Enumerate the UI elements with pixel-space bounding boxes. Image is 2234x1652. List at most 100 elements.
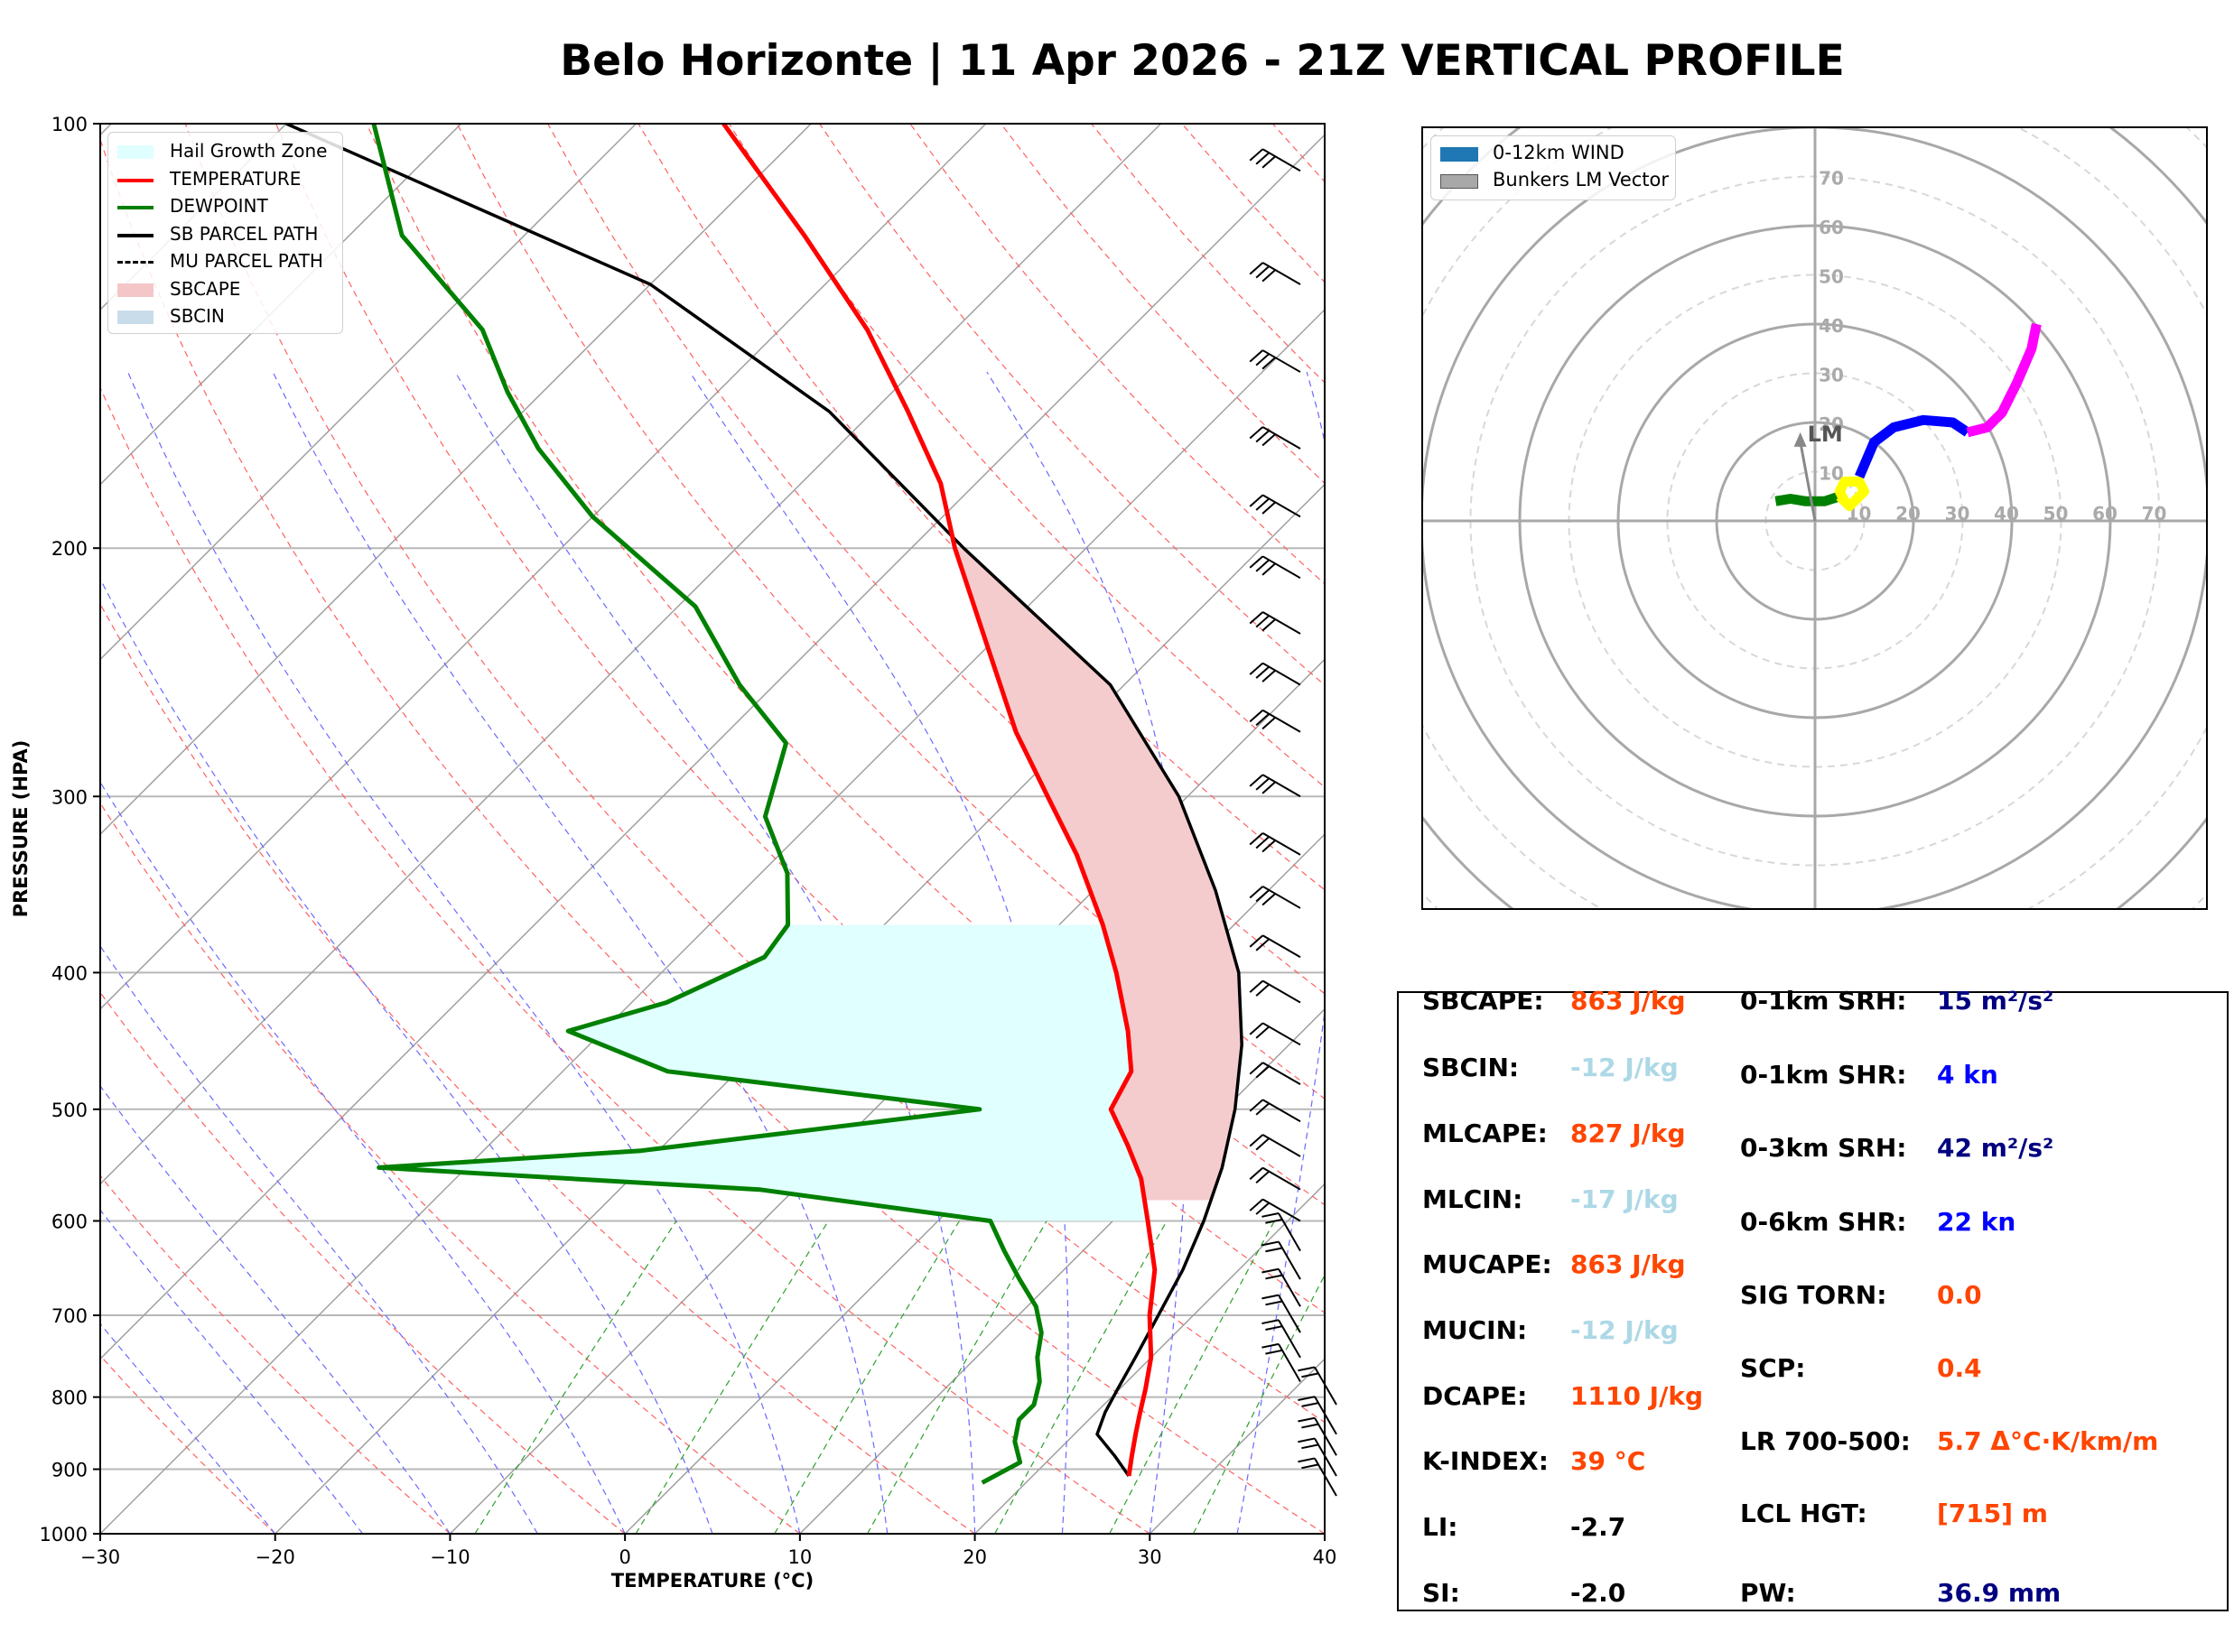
wind-barb-flag	[1261, 781, 1276, 794]
skewt-frame	[99, 123, 1326, 1535]
wind-barb-flag	[1265, 1274, 1283, 1280]
wind-barb-staff	[1261, 709, 1301, 733]
bunkers-lm-arrowhead	[1793, 432, 1807, 447]
wind-barb-flag	[1261, 155, 1276, 169]
hodograph-ring-label: 20	[1819, 413, 1844, 435]
wind-barb	[1249, 426, 1301, 450]
wind-barb-flag	[1261, 433, 1276, 447]
dry-adiabat-line	[456, 124, 1325, 1100]
dewpoint-line	[371, 124, 1044, 1485]
y-tick-label: 600	[51, 1211, 88, 1232]
hodograph-ring	[1422, 127, 2207, 909]
stat-label: DCAPE:	[1422, 1381, 1528, 1411]
mixing-ratio-line	[635, 1220, 829, 1534]
wind-barb	[1261, 1212, 1301, 1252]
stat-label: SIG TORN:	[1740, 1280, 1887, 1310]
wind-barb	[1249, 709, 1301, 733]
wind-barb-staff	[1261, 148, 1301, 172]
wind-barb-flag	[1298, 1437, 1316, 1443]
wind-barb-flag	[1249, 148, 1264, 162]
wind-barb-flag	[1261, 669, 1276, 682]
hodograph-ring-label: 50	[1819, 266, 1844, 288]
stat-label: LI:	[1422, 1512, 1458, 1542]
sb-parcel-path-line	[285, 124, 1243, 1478]
stat-value: 39 °C	[1570, 1446, 1646, 1476]
hodograph-ring-label: 50	[2043, 503, 2069, 524]
legend-swatch-wind	[1440, 147, 1478, 162]
stat-label: MUCIN:	[1422, 1315, 1528, 1345]
wind-barb	[1261, 1319, 1301, 1359]
dry-adiabat-line	[547, 124, 1325, 995]
wind-barb-flag	[1255, 152, 1271, 165]
wind-barb	[1249, 1166, 1301, 1191]
stat-value: 5.7 Δ°C·K/km/m	[1937, 1426, 2159, 1456]
hodograph-ring-label: 70	[1819, 168, 1844, 190]
hodograph-ring-label: 20	[1895, 503, 1921, 524]
wind-barb-flag	[1249, 611, 1264, 625]
y-tick-label: 100	[51, 114, 88, 135]
stat-value: 15 m²/s²	[1937, 986, 2054, 1016]
legend-swatch	[117, 178, 154, 182]
wind-barb-flag	[1249, 1134, 1264, 1147]
legend-swatch	[117, 233, 154, 237]
wind-barb-staff	[1261, 262, 1301, 285]
dry-adiabat-line	[366, 124, 1325, 1206]
bunkers-lm-label: LM	[1808, 422, 1843, 447]
y-tick-label: 500	[51, 1100, 88, 1121]
stat-label: SBCAPE:	[1422, 986, 1544, 1016]
wind-barb	[1249, 774, 1301, 798]
wind-barb	[1249, 886, 1301, 909]
stat-label: MLCIN:	[1422, 1184, 1523, 1214]
wind-barb-flag	[1298, 1416, 1316, 1423]
wind-barb-flag	[1249, 979, 1264, 993]
wind-barb-flag	[1261, 1267, 1280, 1274]
legend-swatch	[117, 206, 154, 209]
stat-value: 1110 J/kg	[1570, 1381, 1703, 1411]
isotherm-line	[974, 1183, 1325, 1534]
wind-barb	[1249, 148, 1301, 172]
moist-adiabat-line	[127, 371, 801, 1534]
hodograph-segment-0-1km	[1774, 491, 1842, 506]
legend-label: TEMPERATURE	[170, 167, 302, 190]
wind-barb-flag	[1249, 774, 1264, 787]
wind-barb-flag	[1265, 1349, 1283, 1355]
wind-barb-flag	[1249, 555, 1264, 569]
mixing-ratio-line	[1192, 1274, 1325, 1534]
hail-growth-zone	[378, 924, 1149, 1221]
wind-barb-staff	[1261, 349, 1301, 373]
wind-barb	[1249, 1099, 1301, 1123]
wind-barb	[1261, 1267, 1301, 1307]
wind-barb-flag	[1249, 1166, 1264, 1181]
wind-barb	[1298, 1396, 1337, 1435]
stat-value: 22 kn	[1937, 1207, 2016, 1237]
stat-label: SBCIN:	[1422, 1053, 1520, 1082]
wind-barb-flag	[1249, 934, 1264, 948]
wind-barb-flag	[1261, 1342, 1280, 1349]
wind-barb-flag	[1249, 494, 1264, 507]
wind-barb-staff	[1261, 1062, 1301, 1085]
wind-barb-staff	[1261, 426, 1301, 450]
legend-label: Hail Growth Zone	[170, 140, 328, 162]
wind-barb	[1249, 1022, 1301, 1046]
legend-label: SB PARCEL PATH	[170, 222, 319, 245]
wind-barb-staff	[1261, 979, 1301, 1004]
wind-barb-flag	[1255, 938, 1271, 951]
wind-barb-flag	[1261, 1212, 1280, 1218]
stat-value: -12 J/kg	[1570, 1315, 1679, 1345]
wind-barb-flag	[1255, 889, 1271, 903]
wind-barb	[1249, 611, 1301, 635]
legend-item: SB PARCEL PATH	[117, 223, 334, 248]
stat-value: -17 J/kg	[1570, 1184, 1679, 1214]
stat-value: 863 J/kg	[1570, 986, 1686, 1016]
wind-barb	[1249, 832, 1301, 856]
hodograph-segment-1-3km	[1834, 476, 1869, 512]
wind-barb-flag	[1249, 886, 1264, 899]
wind-barb-flag	[1261, 1240, 1280, 1247]
stat-label: PW:	[1740, 1578, 1796, 1608]
wind-barb-flag	[1255, 836, 1271, 849]
wind-barb-staff	[1261, 1198, 1301, 1222]
isotherm-line	[100, 124, 987, 1010]
isotherm-line	[275, 483, 1325, 1534]
isotherm-line	[100, 124, 637, 661]
